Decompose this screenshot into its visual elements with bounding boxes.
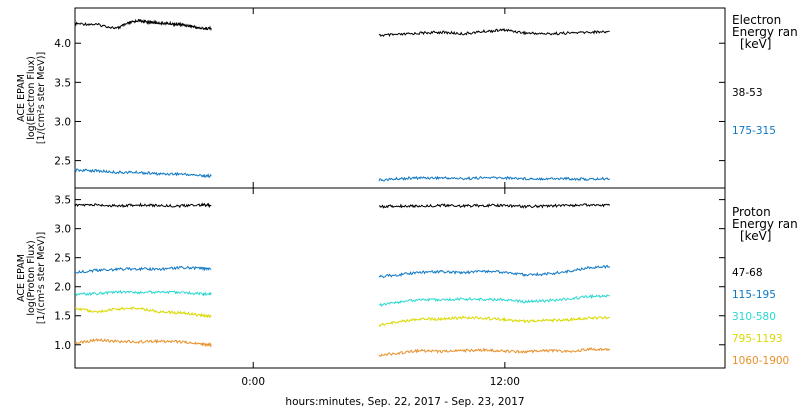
y-axis-title-line: [1/(cm²s ster MeV)] bbox=[36, 52, 47, 144]
series-line bbox=[378, 27, 610, 38]
plot-frame bbox=[74, 7, 726, 189]
series-line bbox=[378, 315, 610, 328]
legend-title: Proton Energy ran [keV] bbox=[732, 205, 798, 243]
y-tick-label: 2.5 bbox=[54, 253, 71, 265]
y-axis-title-line: [1/(cm²s ster MeV)] bbox=[36, 232, 47, 324]
chart-panel-2: 1.0 1.5 2.0 2.5 3.0 3.5 0:00 12:00 ACE EPAMlog(P… bbox=[16, 187, 798, 388]
series-38-53 bbox=[74, 18, 610, 38]
y-tick-label: 3.0 bbox=[54, 116, 71, 128]
series-795-1193 bbox=[74, 306, 610, 328]
plot-frame bbox=[74, 187, 726, 369]
legend-entry: 38-53 bbox=[732, 87, 763, 99]
legend-title-line: Electron bbox=[732, 13, 781, 27]
series-line bbox=[378, 203, 611, 209]
series-115-195 bbox=[74, 264, 611, 279]
legend-entry: 310-580 bbox=[732, 311, 776, 323]
legend-entry: 795-1193 bbox=[732, 333, 783, 345]
legend-entry: 115-195 bbox=[732, 289, 776, 301]
series-1060-1900 bbox=[74, 337, 611, 357]
series-line bbox=[378, 175, 611, 182]
y-tick-label: 2.5 bbox=[54, 156, 71, 168]
series-47-68 bbox=[74, 201, 611, 209]
y-axis-title-line: log(Electron Flux) bbox=[26, 56, 37, 140]
legend-title-line: Energy ran bbox=[732, 217, 798, 231]
series-175-315 bbox=[74, 168, 611, 182]
y-axis-title-line: ACE EPAM bbox=[16, 74, 27, 122]
series-line bbox=[74, 337, 212, 348]
series-line bbox=[378, 347, 611, 357]
x-tick-label: 12:00 bbox=[490, 376, 520, 388]
series-line bbox=[74, 265, 212, 274]
legend-entry: 175-315 bbox=[732, 125, 776, 137]
x-tick-label: 0:00 bbox=[241, 376, 265, 388]
x-axis-title: hours:minutes, Sep. 22, 2017 - Sep. 23, … bbox=[285, 396, 525, 408]
y-tick-label: 1.0 bbox=[54, 340, 71, 352]
series-line bbox=[74, 168, 212, 178]
y-tick-label: 1.5 bbox=[54, 311, 71, 323]
y-tick-label: 4.0 bbox=[54, 38, 71, 50]
legend-entry: 1060-1900 bbox=[732, 355, 789, 367]
series-line bbox=[74, 201, 212, 209]
series-line bbox=[74, 306, 212, 319]
y-tick-label: 3.5 bbox=[54, 195, 71, 207]
series-line bbox=[378, 264, 611, 279]
chart-panel-1: 2.5 3.0 3.5 4.0 ACE EPAMlog(Electron Flux)[1… bbox=[16, 7, 798, 189]
series-310-580 bbox=[74, 289, 610, 308]
y-tick-label: 2.0 bbox=[54, 282, 71, 294]
series-line bbox=[74, 289, 212, 297]
legend-entry: 47-68 bbox=[732, 267, 763, 279]
y-axis-title: ACE EPAMlog(Proton Flux)[1/(cm²s ster Me… bbox=[16, 232, 47, 324]
legend-title-line: [keV] bbox=[740, 37, 771, 51]
y-tick-label: 3.0 bbox=[54, 224, 71, 236]
y-axis-title-line: ACE EPAM bbox=[16, 254, 27, 302]
y-axis-title-line: log(Proton Flux) bbox=[26, 240, 37, 315]
legend-title-line: [keV] bbox=[740, 229, 771, 243]
y-axis-title: ACE EPAMlog(Electron Flux)[1/(cm²s ster … bbox=[16, 52, 47, 144]
legend-title-line: Proton bbox=[732, 205, 771, 219]
series-line bbox=[378, 293, 610, 308]
legend-title-line: Energy ran bbox=[732, 25, 798, 39]
legend-title: Electron Energy ran [keV] bbox=[732, 13, 798, 51]
y-tick-label: 3.5 bbox=[54, 77, 71, 89]
series-line bbox=[74, 18, 212, 31]
